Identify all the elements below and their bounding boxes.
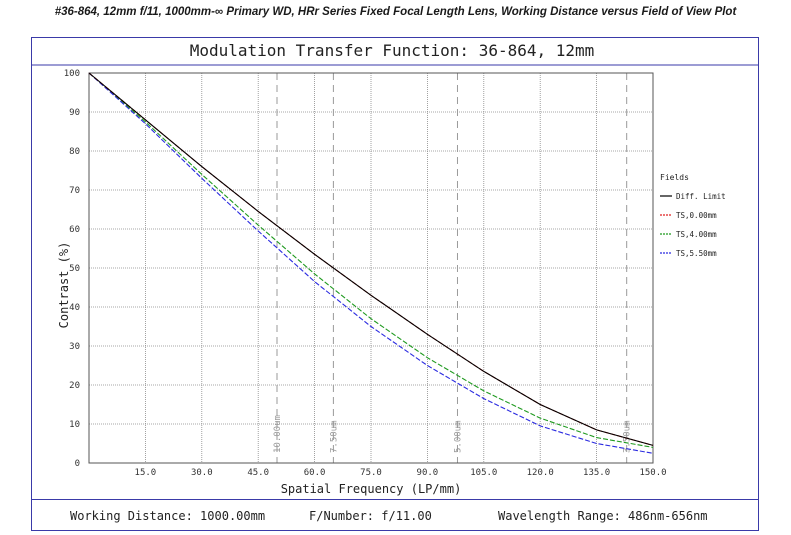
page-title: #36-864, 12mm f/11, 1000mm-∞ Primary WD,… xyxy=(54,6,737,18)
series-line xyxy=(88,72,654,446)
y-tick-label: 60 xyxy=(69,225,80,235)
x-tick-label: 75.0 xyxy=(360,468,382,478)
series-layer xyxy=(88,72,654,454)
chart-title: Modulation Transfer Function: 36-864, 12… xyxy=(190,41,595,60)
tick-labels: 0 10 20 30 40 50 60 70 80 90 100 15.0 30.0 45.0 60.0 75… xyxy=(64,69,667,478)
wavelength-range: Wavelength Range: 486nm-656nm xyxy=(498,509,708,523)
y-tick-label: 10 xyxy=(69,420,80,430)
legend: Fields Diff. Limit TS,0.00mm TS,4.00mm TS,5… xyxy=(660,173,726,258)
legend-title: Fields xyxy=(660,173,689,182)
reference-line-label: 5.00um xyxy=(453,420,463,453)
f-number: F/Number: f/11.00 xyxy=(309,509,432,523)
y-tick-label: 100 xyxy=(64,69,80,79)
x-tick-label: 45.0 xyxy=(247,468,269,478)
y-tick-label: 90 xyxy=(69,108,80,118)
plot-area xyxy=(88,72,654,464)
legend-label: TS,4.00mm xyxy=(676,230,717,239)
legend-label: TS,0.00mm xyxy=(676,211,717,220)
x-tick-label: 15.0 xyxy=(135,468,157,478)
reference-line-label: 10.00um xyxy=(273,415,283,453)
series-ts-5-50mm xyxy=(88,72,654,454)
reference-line-label: 7.50um xyxy=(329,420,339,453)
footer: Working Distance: 1000.00mm F/Number: f/… xyxy=(31,499,759,531)
y-axis-label: Contrast (%) xyxy=(57,242,71,329)
x-tick-label: 120.0 xyxy=(527,468,554,478)
series-line xyxy=(88,72,654,448)
x-tick-label: 105.0 xyxy=(470,468,497,478)
y-tick-label: 20 xyxy=(69,381,80,391)
x-tick-label: 60.0 xyxy=(304,468,326,478)
chart-frame xyxy=(31,37,759,531)
y-tick-label: 0 xyxy=(75,459,80,469)
x-axis-label: Spatial Frequency (LP/mm) xyxy=(281,482,462,496)
reference-line-label: 3.50um xyxy=(623,420,633,453)
grid-layer xyxy=(89,72,654,464)
x-tick-label: 90.0 xyxy=(417,468,439,478)
y-tick-label: 50 xyxy=(69,264,80,274)
y-tick-label: 40 xyxy=(69,303,80,313)
y-tick-label: 70 xyxy=(69,186,80,196)
x-tick-label: 150.0 xyxy=(639,468,666,478)
y-tick-label: 80 xyxy=(69,147,80,157)
legend-label: Diff. Limit xyxy=(676,192,726,201)
x-tick-label: 30.0 xyxy=(191,468,213,478)
legend-label: TS,5.50mm xyxy=(676,249,717,258)
y-tick-label: 30 xyxy=(69,342,80,352)
x-tick-label: 135.0 xyxy=(583,468,610,478)
series-ts-4-00mm xyxy=(88,72,654,448)
working-distance: Working Distance: 1000.00mm xyxy=(70,509,266,523)
series-diff-limit xyxy=(88,72,654,446)
reference-lines: 10.00um 7.50um 5.00um 3.50um xyxy=(273,73,633,463)
series-line xyxy=(88,72,654,454)
